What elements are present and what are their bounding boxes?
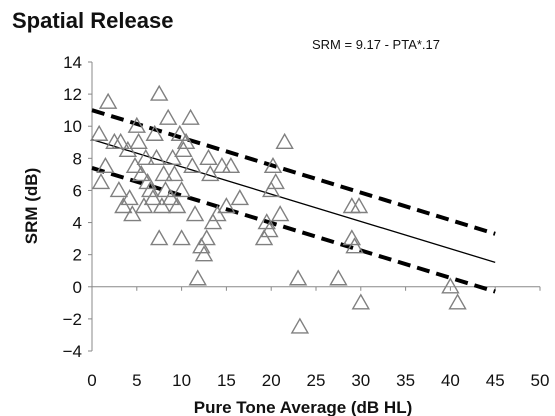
data-point-triangle: [111, 132, 130, 149]
y-tick-labels: 14 12 10 8 6 4 2 0 −2 −4: [63, 53, 92, 361]
x-tick-label: 20: [262, 371, 281, 390]
data-point-triangle: [152, 197, 172, 214]
data-point-triangle: [172, 229, 191, 246]
data-point-triangle: [441, 277, 460, 294]
data-point-triangle: [154, 164, 173, 182]
data-point-triangle: [188, 269, 207, 286]
fit-lines: [91, 108, 496, 294]
y-tick-label: 6: [73, 181, 82, 200]
data-point-triangle: [201, 164, 220, 182]
chart-title: Spatial Release: [12, 8, 173, 33]
data-point-triangle: [145, 124, 164, 141]
x-tick-label: 5: [132, 371, 141, 390]
data-point-triangle: [254, 229, 274, 246]
y-tick-label: 2: [73, 246, 82, 265]
x-tick-label: 10: [172, 371, 191, 390]
data-point-triangle: [134, 197, 154, 214]
data-point-triangle: [149, 229, 169, 246]
data-point-triangle: [270, 205, 290, 222]
data-point-triangle: [183, 156, 202, 174]
data-point-triangle: [197, 229, 216, 246]
x-axis-title: Pure Tone Average (dB HL): [194, 398, 413, 416]
data-point-triangle: [163, 148, 182, 166]
data-point-triangle: [221, 156, 241, 174]
data-point-triangle: [109, 181, 129, 198]
x-tick-label: 35: [396, 371, 415, 390]
data-point-triangle: [89, 124, 109, 141]
confidence-bound-line: [91, 108, 496, 236]
data-point-triangle: [149, 84, 169, 101]
data-point-triangle: [165, 164, 184, 182]
data-point-triangle: [156, 181, 175, 198]
y-tick-label: 10: [63, 117, 82, 136]
data-point-triangle: [260, 221, 279, 238]
data-point-triangle: [351, 293, 371, 310]
data-point-triangle: [161, 189, 181, 206]
data-point-triangle: [91, 173, 111, 190]
data-point-triangle: [208, 205, 227, 222]
data-point-triangle: [290, 317, 310, 334]
data-point-triangle: [261, 181, 281, 198]
data-point-triangle: [275, 132, 294, 149]
data-point-triangle: [199, 148, 218, 166]
data-point-triangle: [147, 148, 166, 166]
x-tick-label: 30: [351, 371, 370, 390]
data-point-triangle: [114, 197, 133, 214]
data-point-triangle: [230, 189, 250, 206]
data-point-triangle: [125, 156, 145, 174]
data-point-triangle: [349, 197, 369, 214]
data-point-triangle: [448, 293, 467, 310]
data-point-triangle: [185, 205, 205, 222]
y-tick-label: 12: [63, 85, 82, 104]
data-point-triangle: [194, 245, 214, 262]
data-point-triangle: [123, 205, 142, 222]
x-tick-label: 0: [87, 371, 96, 390]
data-point-triangle: [217, 197, 236, 214]
x-tick-label: 45: [486, 371, 505, 390]
data-point-triangle: [158, 108, 178, 125]
y-tick-label: 8: [73, 149, 82, 168]
regression-line: [91, 138, 496, 263]
data-point-triangle: [120, 189, 139, 206]
confidence-bound-line: [91, 166, 496, 294]
data-point-triangle: [118, 140, 138, 158]
x-tick-label: 25: [307, 371, 326, 390]
data-point-triangle: [203, 213, 223, 230]
y-tick-label: 0: [73, 278, 82, 297]
y-tick-label: −2: [63, 310, 82, 329]
data-point-triangle: [132, 164, 151, 182]
x-tick-label: 15: [217, 371, 236, 390]
data-point-triangle: [127, 116, 147, 133]
data-point-triangle: [329, 269, 348, 286]
data-point-triangle: [129, 132, 148, 149]
x-tick-label: 40: [441, 371, 460, 390]
data-point-triangle: [136, 148, 155, 166]
data-point-triangle: [181, 108, 200, 125]
x-tick-label: 50: [531, 371, 550, 390]
data-point-triangle: [266, 173, 285, 190]
data-point-triangle: [212, 156, 232, 174]
data-point-triangle: [172, 181, 191, 198]
data-point-triangle: [96, 156, 115, 174]
data-point-triangle: [263, 156, 283, 174]
y-tick-label: 14: [63, 53, 82, 72]
data-point-triangle: [288, 269, 308, 286]
data-point-triangle: [174, 140, 193, 158]
data-point-triangle: [143, 189, 163, 206]
data-point-triangle: [170, 124, 190, 141]
data-point-triangle: [345, 237, 364, 254]
y-axis-title: SRM (dB): [22, 168, 41, 244]
data-point-triangle: [98, 92, 118, 109]
regression-equation: SRM = 9.17 - PTA*.17: [312, 37, 440, 52]
y-tick-label: −4: [63, 342, 82, 361]
y-tick-label: 4: [73, 214, 82, 233]
axes: [91, 62, 540, 351]
data-points: [89, 84, 467, 334]
x-tick-labels: 0 5 10 15 20 25 30 35 40 45 50: [87, 286, 550, 390]
data-point-triangle: [176, 132, 196, 149]
data-point-triangle: [167, 197, 187, 214]
